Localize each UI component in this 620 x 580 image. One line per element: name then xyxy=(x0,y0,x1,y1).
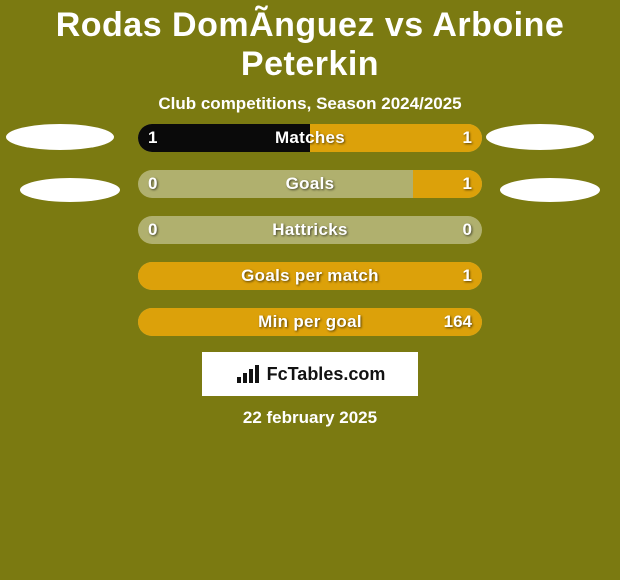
stat-bar-right-fill xyxy=(310,124,482,152)
logo-box: FcTables.com xyxy=(202,352,418,396)
stat-bar-track xyxy=(138,124,482,152)
stat-row: Matches11 xyxy=(0,124,620,152)
bars-icon xyxy=(235,363,261,385)
page-date: 22 february 2025 xyxy=(0,408,620,428)
stat-bar-right-fill xyxy=(138,262,482,290)
stat-rows: Matches11 Goals01 Hattricks00 Goals per mat… xyxy=(0,124,620,354)
stat-bar-right-fill xyxy=(138,308,482,336)
stat-bar-track xyxy=(138,308,482,336)
stat-row: Goals01 xyxy=(0,170,620,198)
stat-bar-left-fill xyxy=(138,124,310,152)
page-subtitle: Club competitions, Season 2024/2025 xyxy=(0,94,620,114)
stat-bar-track xyxy=(138,262,482,290)
stat-bar-track xyxy=(138,170,482,198)
stat-row: Hattricks00 xyxy=(0,216,620,244)
stat-row: Goals per match1 xyxy=(0,262,620,290)
page-title: Rodas DomÃ­nguez vs Arboine Peterkin xyxy=(0,0,620,84)
stat-row: Min per goal164 xyxy=(0,308,620,336)
comparison-card: Rodas DomÃ­nguez vs Arboine Peterkin Clu… xyxy=(0,0,620,580)
logo-text: FcTables.com xyxy=(267,364,386,385)
stat-bar-track xyxy=(138,216,482,244)
stat-bar-right-fill xyxy=(413,170,482,198)
